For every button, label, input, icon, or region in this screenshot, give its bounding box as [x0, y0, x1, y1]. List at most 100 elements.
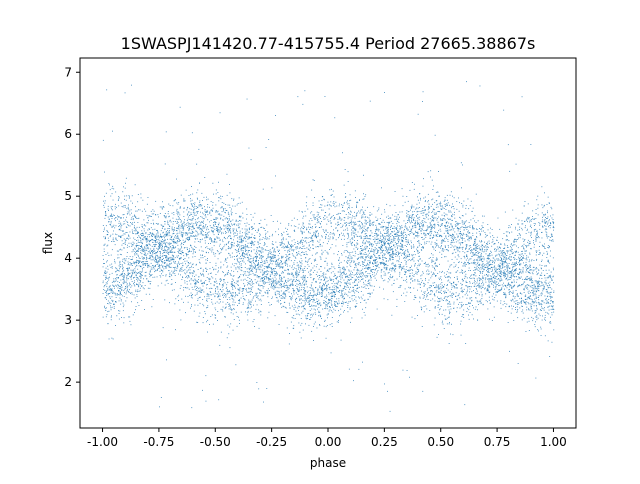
data-point [547, 301, 549, 303]
data-point [117, 294, 119, 296]
data-point [143, 219, 145, 221]
data-point [231, 212, 233, 213]
data-point [392, 227, 393, 229]
data-point [458, 247, 460, 249]
data-point [105, 278, 106, 280]
data-point [417, 269, 418, 270]
data-point [390, 233, 392, 235]
data-point [369, 267, 371, 268]
data-point [529, 265, 531, 266]
data-point [176, 227, 177, 229]
data-point [141, 235, 142, 236]
data-point [541, 274, 543, 276]
data-point [141, 226, 143, 227]
data-point [109, 297, 111, 299]
data-point [175, 261, 176, 263]
data-point [468, 230, 469, 232]
data-point [367, 281, 369, 282]
data-point [322, 290, 324, 292]
data-point [240, 215, 242, 217]
data-point [141, 300, 143, 301]
data-point [528, 218, 530, 220]
data-point [341, 267, 343, 269]
data-point [453, 262, 455, 264]
data-point [336, 287, 338, 289]
data-point [327, 238, 329, 240]
data-point [150, 281, 152, 282]
data-point [544, 192, 545, 194]
data-point [348, 368, 350, 370]
data-point [314, 270, 316, 271]
data-point [192, 193, 194, 195]
data-point [117, 200, 119, 201]
data-point [304, 270, 306, 271]
data-point [192, 294, 193, 295]
data-point [135, 228, 137, 230]
data-point [442, 240, 444, 242]
data-point [240, 279, 242, 281]
data-point [303, 280, 305, 282]
data-point [123, 283, 125, 285]
data-point [342, 271, 344, 273]
data-point [207, 234, 209, 236]
data-point [475, 285, 477, 287]
data-point [467, 262, 469, 264]
data-point [461, 237, 463, 238]
data-point [168, 257, 169, 259]
data-point [151, 255, 153, 257]
data-point [486, 258, 488, 260]
data-point [396, 260, 398, 262]
data-point [214, 221, 216, 223]
data-point [436, 203, 438, 205]
data-point [517, 286, 518, 288]
data-point [114, 292, 116, 294]
data-point [139, 280, 141, 281]
data-point [103, 258, 104, 260]
data-point [123, 279, 125, 281]
data-point [511, 282, 513, 284]
data-point [505, 285, 507, 287]
data-point [313, 278, 315, 280]
data-point [392, 254, 394, 256]
data-point [461, 187, 462, 189]
data-point [219, 243, 221, 245]
data-point [205, 280, 207, 281]
data-point [549, 222, 551, 223]
data-point [297, 305, 299, 307]
data-point [205, 270, 207, 272]
data-point [512, 264, 514, 266]
data-point [461, 290, 463, 292]
data-point [330, 217, 332, 218]
data-point [239, 276, 241, 278]
data-point [429, 222, 431, 224]
data-point [251, 240, 253, 242]
data-point [202, 389, 203, 391]
data-point [178, 241, 180, 242]
data-point [212, 241, 214, 243]
data-point [536, 316, 538, 318]
data-point [548, 202, 550, 204]
data-point [476, 236, 477, 237]
data-point [147, 245, 148, 246]
data-point [334, 117, 336, 119]
data-point [194, 238, 196, 240]
data-point [199, 296, 201, 298]
data-point [522, 306, 523, 307]
data-point [200, 291, 202, 293]
data-point [200, 257, 202, 259]
data-point [303, 270, 304, 272]
data-point [189, 214, 191, 216]
data-point [330, 307, 331, 309]
data-point [541, 237, 543, 239]
data-point [344, 286, 346, 287]
data-point [248, 271, 250, 273]
data-point [500, 272, 502, 274]
data-point [493, 272, 495, 274]
data-point [295, 306, 297, 308]
data-point [435, 232, 437, 233]
data-point [372, 266, 374, 267]
data-point [131, 229, 133, 231]
data-point [291, 253, 293, 255]
data-point [420, 263, 421, 265]
data-point [480, 288, 482, 290]
